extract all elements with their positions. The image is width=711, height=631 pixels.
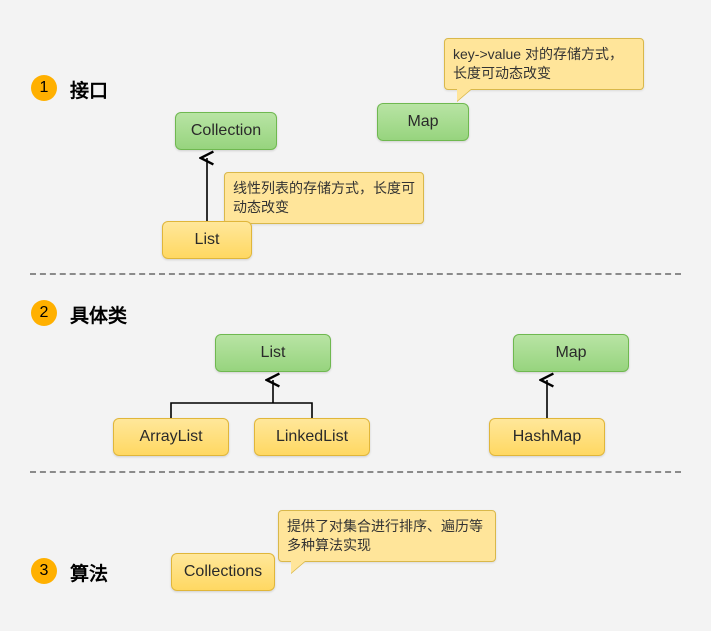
section-badge-1: 1	[31, 75, 57, 101]
section-title-3: 算法	[70, 559, 108, 586]
node-map: Map	[377, 103, 469, 141]
node-map-class: Map	[513, 334, 629, 372]
callout-text: key->value 对的存储方式，长度可动态改变	[453, 46, 623, 81]
section-title-2: 具体类	[70, 301, 127, 328]
node-label: LinkedList	[276, 428, 348, 446]
callout-list: 线性列表的存储方式，长度可动态改变	[224, 172, 424, 224]
node-linkedlist: LinkedList	[254, 418, 370, 456]
node-collections: Collections	[171, 553, 275, 591]
node-label: List	[195, 231, 220, 249]
node-label: Collections	[184, 563, 262, 581]
section-title-1: 接口	[70, 76, 108, 103]
callout-text: 提供了对集合进行排序、遍历等多种算法实现	[287, 518, 483, 553]
node-label: Map	[407, 113, 438, 131]
section-divider	[30, 471, 681, 473]
section-divider	[30, 273, 681, 275]
node-list: List	[162, 221, 252, 259]
node-label: Map	[555, 344, 586, 362]
callout-tail	[457, 89, 471, 101]
callout-text: 线性列表的存储方式，长度可动态改变	[233, 180, 415, 215]
section-badge-3: 3	[31, 558, 57, 584]
node-label: ArrayList	[139, 428, 202, 446]
section-badge-2: 2	[31, 300, 57, 326]
node-label: HashMap	[513, 428, 581, 446]
node-arraylist: ArrayList	[113, 418, 229, 456]
node-label: List	[261, 344, 286, 362]
callout-algorithm: 提供了对集合进行排序、遍历等多种算法实现	[278, 510, 496, 562]
diagram-canvas: 1 接口 key->value 对的存储方式，长度可动态改变 Collectio…	[0, 0, 711, 631]
node-list-class: List	[215, 334, 331, 372]
callout-map: key->value 对的存储方式，长度可动态改变	[444, 38, 644, 90]
node-collection: Collection	[175, 112, 277, 150]
callout-tail	[291, 561, 305, 573]
node-label: Collection	[191, 122, 261, 140]
node-hashmap: HashMap	[489, 418, 605, 456]
